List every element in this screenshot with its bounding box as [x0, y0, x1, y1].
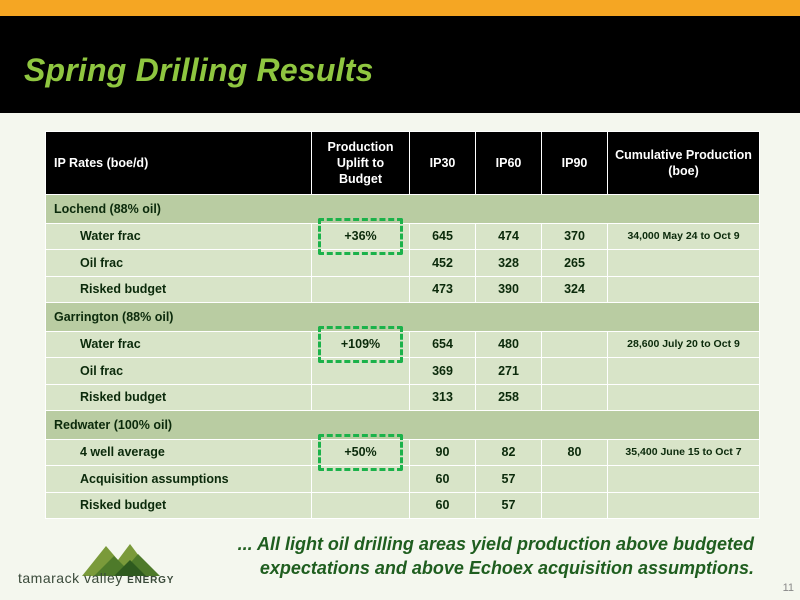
- ip60-cell: 271: [475, 357, 542, 385]
- group-label: Redwater (100% oil): [45, 410, 760, 440]
- uplift-cell: +50%: [311, 433, 410, 471]
- table-row: Water frac +109% 654 480 28,600 July 20 …: [45, 325, 760, 363]
- highlight-box: [318, 325, 403, 363]
- highlight-box: [318, 217, 403, 255]
- ip30-cell: 90: [409, 438, 476, 466]
- ip60-cell: 57: [475, 491, 542, 519]
- group-row-redwater: Redwater (100% oil): [45, 410, 760, 440]
- table-row: Risked budget 473 390 324: [45, 275, 760, 303]
- slide-title: Spring Drilling Results: [24, 52, 374, 88]
- row-label: Oil frac: [45, 357, 312, 385]
- uplift-cell: +36%: [311, 217, 410, 255]
- ip60-cell: 82: [475, 438, 542, 466]
- row-label: Water frac: [45, 222, 312, 250]
- ip30-cell: 645: [409, 222, 476, 250]
- cumulative-cell: [607, 275, 760, 303]
- row-label: Water frac: [45, 330, 312, 358]
- ip90-cell: [541, 357, 608, 385]
- results-table-container: IP Rates (boe/d) Production Uplift to Bu…: [45, 131, 760, 519]
- company-logo-text: tamarack valley ENERGY: [18, 570, 174, 586]
- uplift-cell: +109%: [311, 325, 410, 363]
- header-ip90: IP90: [541, 131, 608, 195]
- table-row: 4 well average +50% 90 82 80 35,400 June…: [45, 433, 760, 471]
- page-number: 11: [782, 582, 794, 594]
- table-header-row: IP Rates (boe/d) Production Uplift to Bu…: [45, 131, 760, 195]
- cumulative-cell: 35,400 June 15 to Oct 7: [607, 438, 760, 466]
- ip60-cell: 258: [475, 383, 542, 411]
- header-cumulative: Cumulative Production (boe): [607, 131, 760, 195]
- ip30-cell: 473: [409, 275, 476, 303]
- summary-line-1: ... All light oil drilling areas yield p…: [237, 534, 754, 554]
- cumulative-cell: [607, 357, 760, 385]
- uplift-value: +50%: [344, 445, 377, 460]
- cumulative-cell: [607, 491, 760, 519]
- row-label: Risked budget: [45, 383, 312, 411]
- table-row: Risked budget 60 57: [45, 491, 760, 519]
- logo-text-bold: ENERGY: [127, 575, 175, 586]
- header-ip-rates: IP Rates (boe/d): [45, 131, 312, 195]
- summary-statement: ... All light oil drilling areas yield p…: [194, 532, 754, 580]
- row-label: Risked budget: [45, 491, 312, 519]
- ip90-cell: [541, 383, 608, 411]
- row-label: Oil frac: [45, 249, 312, 277]
- ip60-cell: 474: [475, 222, 542, 250]
- ip90-cell: [541, 330, 608, 358]
- logo-text-main: tamarack valley: [18, 570, 123, 586]
- cumulative-cell: 34,000 May 24 to Oct 9: [607, 222, 760, 250]
- table-row: Risked budget 313 258: [45, 383, 760, 411]
- row-label: Acquisition assumptions: [45, 465, 312, 493]
- ip30-cell: 369: [409, 357, 476, 385]
- header-ip30: IP30: [409, 131, 476, 195]
- cumulative-cell: [607, 383, 760, 411]
- cumulative-cell: 28,600 July 20 to Oct 9: [607, 330, 760, 358]
- ip90-cell: 370: [541, 222, 608, 250]
- uplift-cell: [311, 383, 410, 411]
- top-accent-bar: [0, 0, 800, 16]
- table-row: Oil frac 452 328 265: [45, 249, 760, 277]
- ip30-cell: 60: [409, 491, 476, 519]
- ip90-cell: [541, 465, 608, 493]
- highlight-box: [318, 433, 403, 471]
- summary-line-2: expectations and above Echoex acquisitio…: [259, 558, 754, 578]
- ip60-cell: 390: [475, 275, 542, 303]
- ip60-cell: 328: [475, 249, 542, 277]
- row-label: 4 well average: [45, 438, 312, 466]
- table-row: Water frac +36% 645 474 370 34,000 May 2…: [45, 217, 760, 255]
- ip90-cell: [541, 491, 608, 519]
- uplift-cell: [311, 491, 410, 519]
- ip30-cell: 654: [409, 330, 476, 358]
- ip60-cell: 480: [475, 330, 542, 358]
- uplift-value: +109%: [340, 337, 381, 352]
- header-band: Spring Drilling Results: [0, 16, 800, 113]
- uplift-value: +36%: [344, 229, 377, 244]
- ip30-cell: 313: [409, 383, 476, 411]
- ip90-cell: 80: [541, 438, 608, 466]
- cumulative-cell: [607, 249, 760, 277]
- ip60-cell: 57: [475, 465, 542, 493]
- cumulative-cell: [607, 465, 760, 493]
- mountain-logo-icon: [82, 544, 160, 576]
- ip30-cell: 60: [409, 465, 476, 493]
- header-uplift: Production Uplift to Budget: [311, 131, 410, 195]
- uplift-cell: [311, 275, 410, 303]
- header-ip60: IP60: [475, 131, 542, 195]
- ip90-cell: 324: [541, 275, 608, 303]
- row-label: Risked budget: [45, 275, 312, 303]
- ip90-cell: 265: [541, 249, 608, 277]
- ip30-cell: 452: [409, 249, 476, 277]
- results-table: IP Rates (boe/d) Production Uplift to Bu…: [45, 131, 760, 519]
